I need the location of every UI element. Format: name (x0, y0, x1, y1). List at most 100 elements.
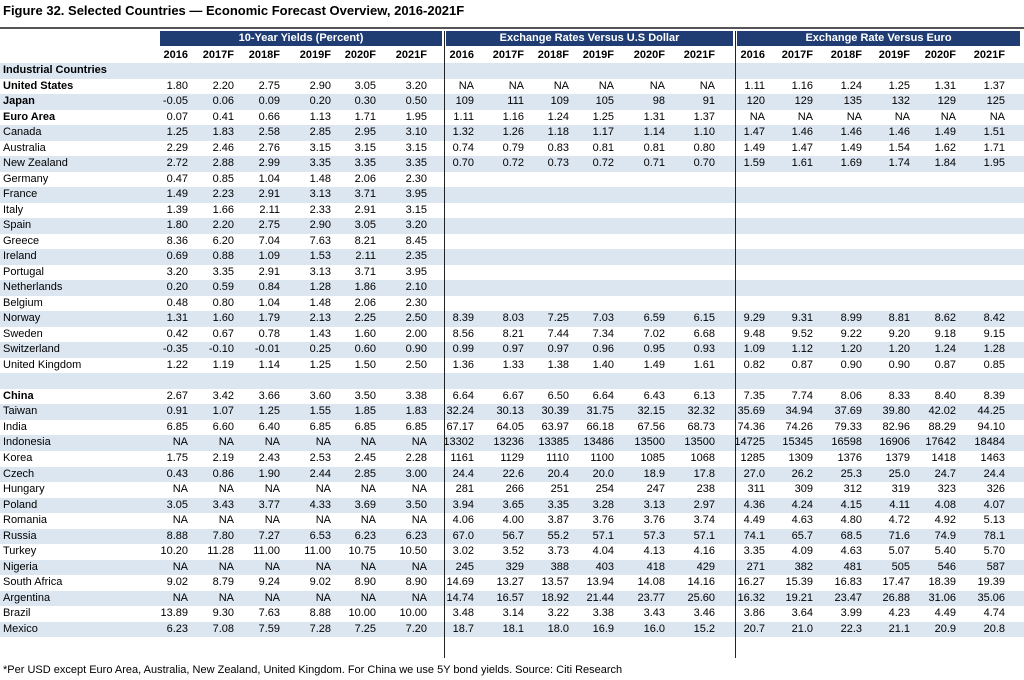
table-cell: NA (411, 514, 427, 527)
table-cell: 1463 (980, 452, 1005, 464)
table-cell: 0.09 (258, 95, 280, 108)
table-cell: 1.46 (888, 126, 910, 139)
table-cell: 8.88 (309, 607, 331, 620)
table-row: Argentina NA NA NA NA NA NA 14.74 16.57 18.92 21.4… (0, 590, 1024, 607)
table-cell: 24.4 (983, 467, 1005, 480)
table-cell: 0.78 (258, 327, 280, 340)
table-cell: 0.70 (693, 157, 715, 170)
table-cell: 4.74 (983, 607, 1005, 620)
row-label: Ireland (3, 250, 37, 263)
table-cell: 10.00 (348, 607, 376, 620)
table-cell: 1.25 (166, 126, 188, 139)
table-cell: 2.85 (354, 467, 376, 480)
table-cell: 16.27 (737, 576, 765, 589)
table-cell: NA (315, 514, 331, 527)
table-cell: 3.73 (547, 545, 569, 558)
table-cell: 2.30 (405, 172, 427, 185)
table-cell: 8.81 (888, 312, 910, 325)
table-row: South Africa 9.02 8.79 9.24 9.02 8.90 8.90 14.6… (0, 575, 1024, 591)
table-cell: 1.10 (693, 126, 715, 139)
table-cell: 2.23 (212, 188, 234, 201)
table-cell: 7.44 (547, 327, 569, 340)
table-cell: 0.87 (934, 358, 956, 371)
year-header-cell: 2018F (248, 49, 280, 61)
table-cell: 0.20 (166, 281, 188, 294)
table-cell: 4.07 (983, 498, 1005, 511)
table-cell: 0.82 (743, 358, 765, 371)
table-cell: 13302 (443, 436, 474, 449)
table-cell: 3.20 (405, 79, 427, 92)
table-cell: 1.31 (934, 79, 956, 92)
row-label: Spain (3, 219, 32, 232)
table-cell: 15.39 (785, 576, 813, 589)
table-cell: 1.62 (934, 141, 956, 154)
table-cell: 1.60 (354, 327, 376, 340)
table-cell: 1.37 (693, 110, 715, 123)
group-header-euro: Exchange Rate Versus Euro (737, 31, 1020, 46)
table-cell: 0.43 (166, 467, 188, 480)
table-cell: 9.29 (743, 312, 765, 325)
table-cell: 2.90 (309, 219, 331, 232)
table-cell: 6.23 (405, 529, 427, 542)
table-cell: NA (360, 514, 376, 527)
table-cell: 2.88 (212, 157, 234, 170)
year-header-cell: 2016 (163, 49, 188, 61)
table-cell: 15345 (782, 436, 813, 449)
table-cell: 1.54 (888, 141, 910, 154)
table-cell: 16.32 (737, 591, 765, 604)
table-cell: 42.02 (928, 405, 956, 418)
table-cell: -0.05 (162, 95, 188, 108)
table-cell: 3.71 (354, 188, 376, 201)
table-cell: 14.16 (687, 576, 715, 589)
table-cell: NA (749, 110, 765, 123)
row-label: Sweden (3, 327, 43, 340)
table-cell: 266 (505, 483, 524, 496)
table-cell: 26.2 (791, 467, 813, 480)
table-cell: 238 (696, 483, 715, 496)
table-cell: 1.95 (405, 110, 427, 123)
table-cell: 2.76 (258, 141, 280, 154)
table-cell: 4.72 (888, 514, 910, 527)
table-cell: 11.28 (207, 545, 234, 558)
table-cell: 5.07 (888, 545, 910, 558)
table-row: India 6.85 6.60 6.40 6.85 6.85 6.85 67.17 64.05 6… (0, 420, 1024, 436)
table-cell: 7.80 (212, 529, 234, 542)
row-label: China (3, 389, 34, 402)
table-cell: 2.50 (405, 358, 427, 371)
table-cell: 1.31 (643, 110, 665, 123)
table-cell: 16906 (879, 436, 910, 449)
table-cell: NA (989, 110, 1005, 123)
table-cell: 4.08 (934, 498, 956, 511)
table-cell: 18.7 (452, 622, 474, 635)
top-rule (0, 27, 1024, 29)
table-cell: 13.94 (586, 576, 614, 589)
table-cell: NA (360, 591, 376, 604)
table-cell: 1.55 (309, 405, 331, 418)
table-cell: 3.87 (547, 514, 569, 527)
table-cell: 74.36 (737, 420, 765, 433)
table-cell: 2.29 (166, 141, 188, 154)
table-row: Japan -0.05 0.06 0.09 0.20 0.30 0.50 109 111 109 1… (0, 94, 1024, 110)
row-label: Czech (3, 467, 35, 480)
table-cell: 30.13 (496, 405, 524, 418)
table-cell: 71.6 (888, 529, 910, 542)
table-cell: 7.74 (791, 389, 813, 402)
table-cell: 1.69 (840, 157, 862, 170)
table-cell: 1.84 (934, 157, 956, 170)
table-cell: 2.20 (212, 219, 234, 232)
table-cell: 44.25 (977, 405, 1005, 418)
table-cell: 20.8 (983, 622, 1005, 635)
table-cell: 13.27 (496, 576, 524, 589)
table-cell: 0.95 (643, 343, 665, 356)
table-cell: 9.31 (791, 312, 813, 325)
table-cell: 3.95 (405, 265, 427, 278)
table-cell: 24.4 (452, 467, 474, 480)
table-cell: 74.26 (785, 420, 813, 433)
row-label: New Zealand (3, 157, 68, 170)
table-cell: NA (699, 79, 715, 92)
table-cell: 0.20 (309, 95, 331, 108)
table-cell: 25.60 (687, 591, 715, 604)
table-cell: 27.0 (743, 467, 765, 480)
table-cell: 6.13 (693, 389, 715, 402)
table-cell: 8.21 (502, 327, 524, 340)
